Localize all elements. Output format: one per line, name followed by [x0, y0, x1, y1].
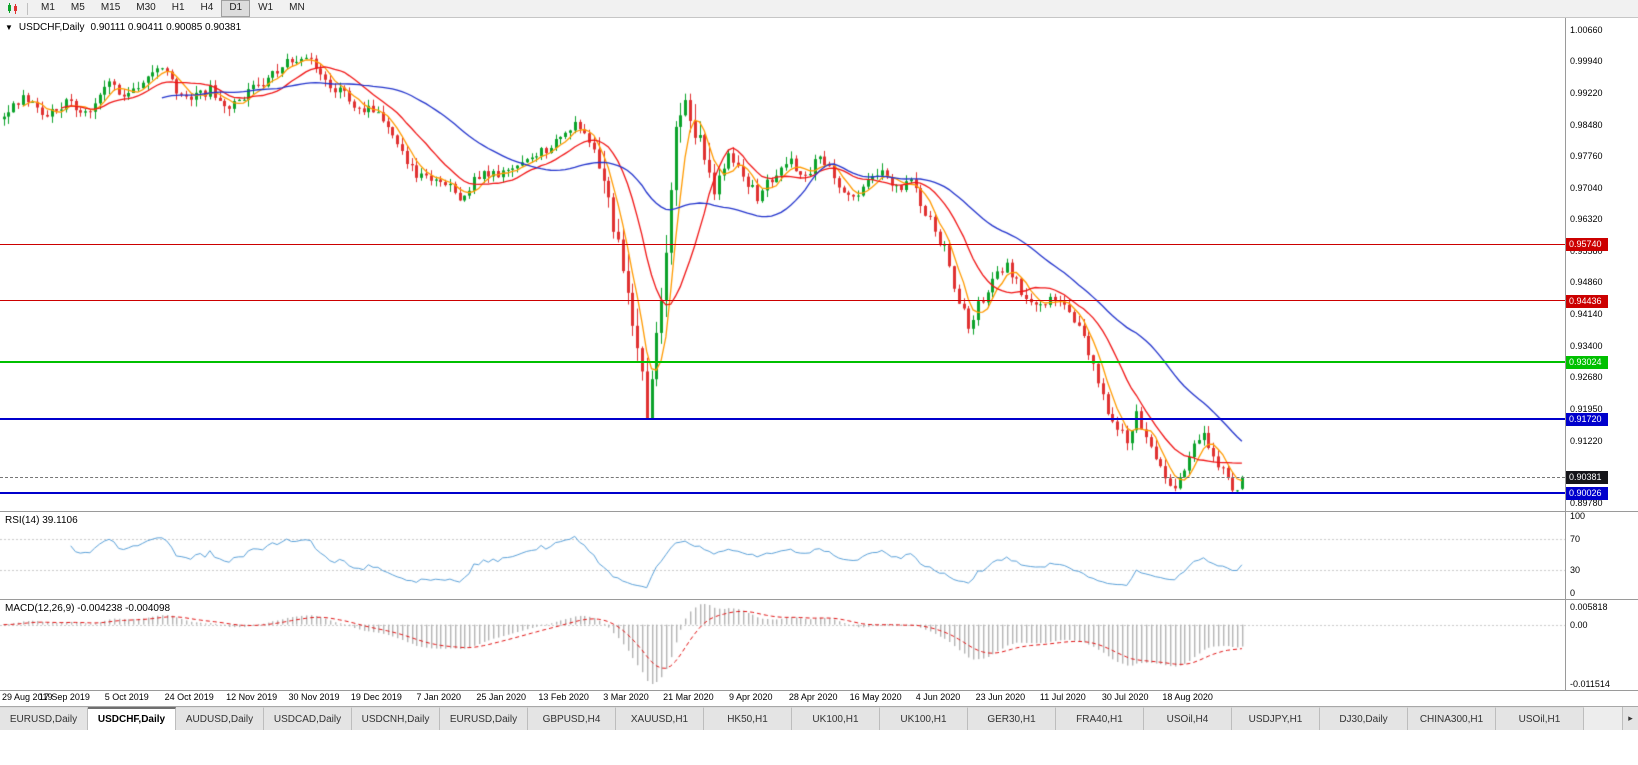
rsi-scale-label: 30: [1570, 564, 1581, 575]
price-tick-label: 0.97040: [1570, 182, 1603, 193]
rsi-indicator-label: RSI(14) 39.1106: [5, 515, 78, 526]
chart-tab-hk50-h1[interactable]: HK50,H1: [704, 707, 792, 730]
chart-tab-usoil-h1[interactable]: USOil,H1: [1496, 707, 1584, 730]
tab-scroll-right-button[interactable]: ▸: [1622, 707, 1638, 730]
chart-tab-uk100-h1[interactable]: UK100,H1: [880, 707, 968, 730]
chart-tab-usdcad-daily[interactable]: USDCAD,Daily: [264, 707, 352, 730]
level-price-tag: 0.93024: [1566, 356, 1608, 370]
price-tick-label: 0.99940: [1570, 56, 1603, 67]
timeframe-d1[interactable]: D1: [221, 0, 251, 17]
date-label: 23 Jun 2020: [975, 692, 1026, 702]
macd-scale-label: 0.005818: [1570, 602, 1608, 612]
timeframe-m5[interactable]: M5: [70, 2, 85, 13]
toolbar-separator: [27, 2, 28, 15]
price-tick-label: 0.92680: [1570, 372, 1603, 383]
date-label: 11 Jul 2020: [1039, 692, 1086, 702]
timeframe-toolbar: M1 M5 M15 M30 H1 H4 D1 W1 MN: [0, 0, 1638, 18]
chart-tab-uk100-h1[interactable]: UK100,H1: [792, 707, 880, 730]
date-label: 25 Jan 2020: [476, 692, 526, 702]
chart-tab-xauusd-h1[interactable]: XAUUSD,H1: [616, 707, 704, 730]
chart-tab-usdchf-daily[interactable]: USDCHF,Daily: [88, 707, 176, 730]
timeframe-buttons: M1 M5 M15 M30 H1 H4 D1 W1 MN: [33, 0, 313, 17]
price-axis[interactable]: 1.00660 0.99940 0.99220 0.98480 0.97760 0.970…: [1566, 18, 1638, 690]
price-tick-label: 0.98480: [1570, 119, 1603, 130]
price-tick-label: 0.91950: [1570, 403, 1603, 414]
price-tick-label: 0.93400: [1570, 340, 1603, 351]
date-label: 29 Aug 2019: [2, 692, 53, 702]
date-label: 5 Oct 2019: [104, 692, 149, 702]
date-label: 3 Mar 2020: [603, 692, 649, 702]
chart-tab-audusd-daily[interactable]: AUDUSD,Daily: [176, 707, 264, 730]
chart-tab-fra40-h1[interactable]: FRA40,H1: [1056, 707, 1144, 730]
level-price-tag: 0.90026: [1566, 486, 1608, 500]
chart-tab-eurusd-daily[interactable]: EURUSD,Daily: [0, 707, 88, 730]
date-label: 17 Sep 2019: [38, 692, 90, 702]
chart-tabs-list: EURUSD,Daily USDCHF,Daily AUDUSD,Daily USDC…: [0, 706, 1638, 730]
rsi-scale-label: 0: [1570, 588, 1576, 598]
price-tick-label: 0.89780: [1570, 498, 1603, 509]
chart-tab-eurusd-daily[interactable]: EURUSD,Daily: [440, 707, 528, 730]
main-chart-canvas[interactable]: [0, 18, 1565, 511]
date-axis[interactable]: 29 Aug 2019 17 Sep 2019 5 Oct 2019 24 Oct 2…: [0, 691, 1565, 705]
timeframe-h4[interactable]: H4: [200, 2, 214, 13]
macd-canvas[interactable]: [0, 600, 1565, 690]
timeframe-h1[interactable]: H1: [171, 2, 185, 13]
chart-tab-china300-h1[interactable]: CHINA300,H1: [1408, 707, 1496, 730]
chart-ohlc-values: 0.90111 0.90411 0.90085 0.90381: [90, 22, 242, 33]
date-label: 30 Nov 2019: [288, 692, 340, 702]
date-label: 7 Jan 2020: [416, 692, 462, 702]
date-label: 28 Apr 2020: [788, 692, 838, 702]
date-label: 12 Nov 2019: [226, 692, 278, 702]
chart-tab-dj30-daily[interactable]: DJ30,Daily: [1320, 707, 1408, 730]
date-label: 18 Aug 2020: [1162, 692, 1213, 702]
price-tick-label: 0.96320: [1570, 213, 1603, 224]
chart-menu-button[interactable]: ▼: [5, 22, 13, 32]
price-tick-label: 0.94860: [1570, 277, 1603, 288]
timeframe-m15[interactable]: M15: [100, 2, 121, 13]
price-axis-separator: [1565, 18, 1566, 690]
panel-separator[interactable]: [0, 599, 1638, 600]
chart-tab-usdjpy-h1[interactable]: USDJPY,H1: [1232, 707, 1320, 730]
timeframe-mn[interactable]: MN: [289, 2, 305, 13]
date-label: 24 Oct 2019: [164, 692, 214, 702]
chart-tab-gbpusd-h4[interactable]: GBPUSD,H4: [528, 707, 616, 730]
timeframe-m1[interactable]: M1: [41, 2, 55, 13]
date-label: 19 Dec 2019: [350, 692, 402, 702]
date-label: 21 Mar 2020: [663, 692, 714, 702]
macd-scale-label: -0.011514: [1570, 679, 1610, 689]
panel-separator[interactable]: [0, 511, 1638, 512]
chart-tab-usdcnh-daily[interactable]: USDCNH,Daily: [352, 707, 440, 730]
price-tick-label: 0.91220: [1570, 435, 1603, 446]
macd-scale-label: 0.00: [1570, 619, 1588, 630]
chart-tab-ger30-h1[interactable]: GER30,H1: [968, 707, 1056, 730]
macd-indicator-label: MACD(12,26,9) -0.004238 -0.004098: [5, 603, 171, 614]
level-price-tag: 0.94436: [1566, 294, 1608, 308]
price-tick-label: 0.99220: [1570, 87, 1603, 98]
rsi-canvas[interactable]: [0, 512, 1565, 599]
rsi-scale-label: 70: [1570, 534, 1581, 545]
level-price-tag: 0.91720: [1566, 412, 1608, 426]
chart-symbol-label: USDCHF,Daily: [18, 22, 85, 33]
rsi-scale-label: 100: [1570, 511, 1586, 521]
date-label: 9 Apr 2020: [729, 692, 773, 702]
current-price-tag: 0.90381: [1566, 471, 1608, 485]
date-label: 4 Jun 2020: [915, 692, 961, 702]
timeframe-m30[interactable]: M30: [136, 2, 156, 13]
price-tick-label: 0.94140: [1570, 308, 1603, 319]
level-price-tag: 0.95740: [1566, 238, 1608, 252]
panel-separator: [0, 690, 1638, 691]
candlestick-glyph: [8, 3, 17, 14]
timeframe-w1[interactable]: W1: [258, 2, 274, 13]
chart-icon[interactable]: [4, 2, 22, 16]
date-label: 30 Jul 2020: [1101, 692, 1149, 702]
window-bottom-area: [0, 730, 1638, 765]
price-tick-label: 1.00660: [1570, 25, 1603, 36]
chart-title: ▼ USDCHF,Daily 0.90111 0.90411 0.90085 0…: [5, 22, 241, 33]
date-label: 13 Feb 2020: [538, 692, 589, 702]
date-label: 16 May 2020: [849, 692, 902, 702]
price-tick-label: 0.97760: [1570, 151, 1603, 162]
chart-tab-usoil-h4[interactable]: USOil,H4: [1144, 707, 1232, 730]
